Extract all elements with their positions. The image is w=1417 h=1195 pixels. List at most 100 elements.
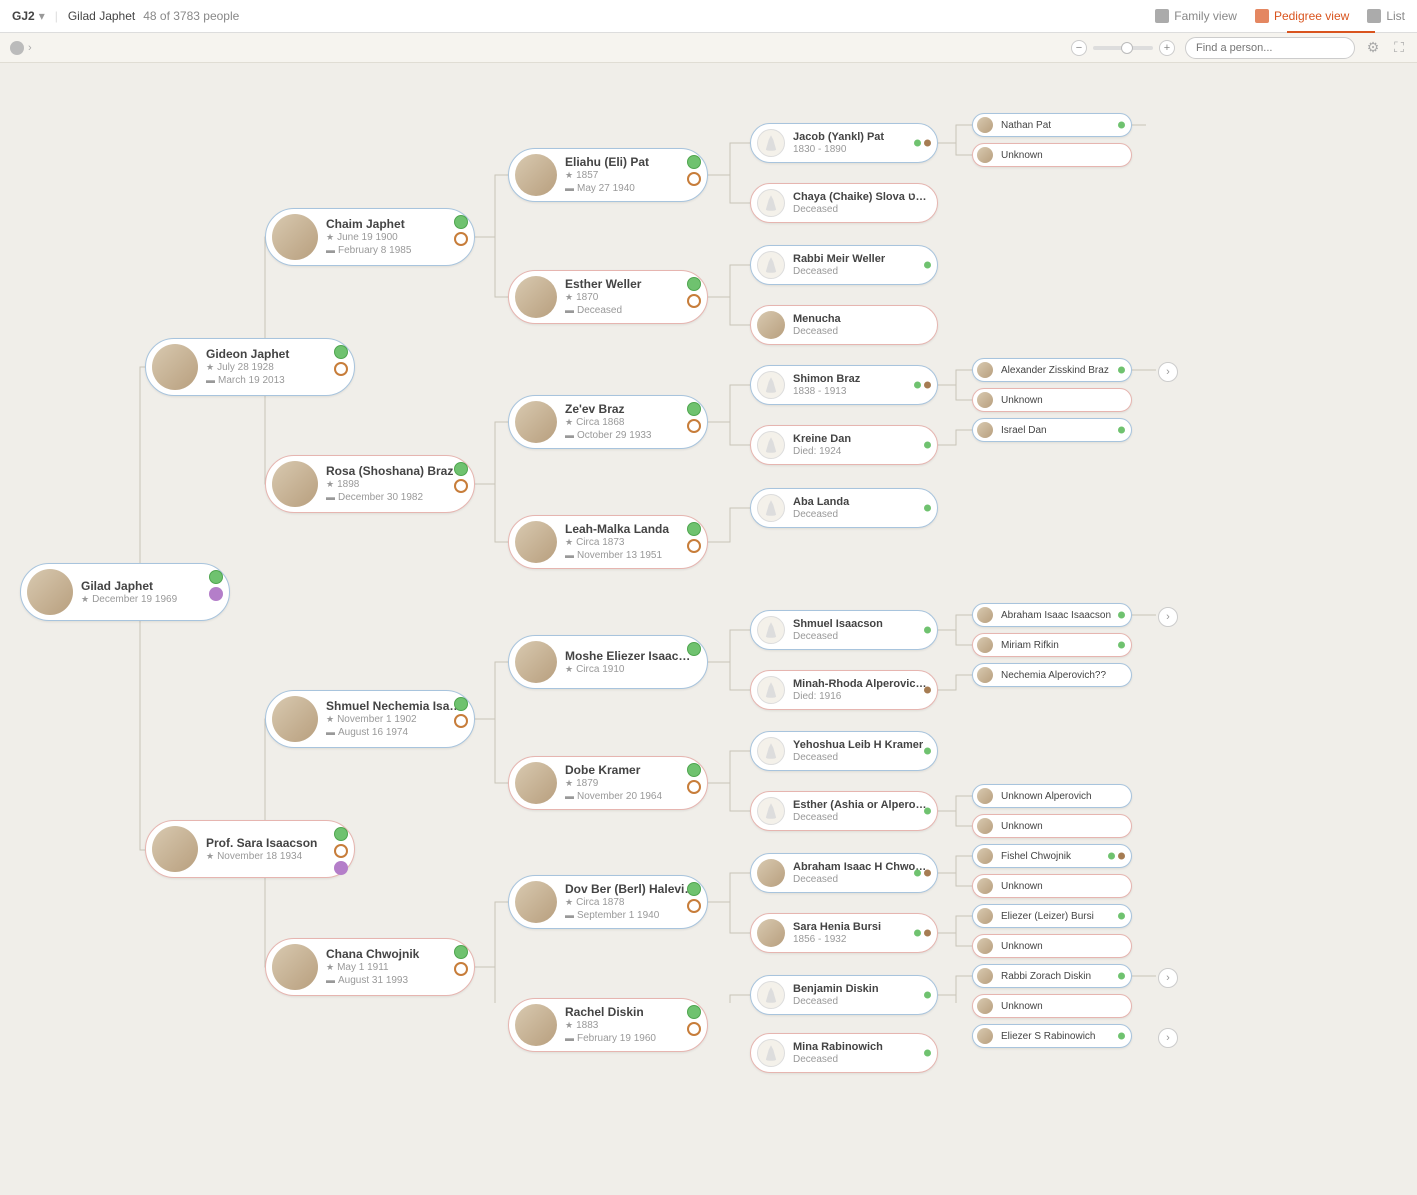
person-card-saraH[interactable]: Sara Henia Bursi1856 - 1932 — [750, 913, 938, 953]
badge-o[interactable] — [454, 714, 468, 728]
badge-o[interactable] — [687, 899, 701, 913]
expand-ancestors-button[interactable]: › — [1158, 362, 1178, 382]
zoom-slider-knob[interactable] — [1121, 42, 1133, 54]
workspace-dropdown-icon[interactable]: ▾ — [39, 9, 45, 23]
person-card-rosa[interactable]: Rosa (Shoshana) Braz★1898▬December 30 19… — [265, 455, 475, 513]
person-card-unk6[interactable]: Unknown — [972, 994, 1132, 1018]
badge-o[interactable] — [687, 780, 701, 794]
person-card-sara[interactable]: Prof. Sara Isaacson★November 18 1934 — [145, 820, 355, 878]
person-card-yeho[interactable]: Yehoshua Leib H KramerDeceased — [750, 731, 938, 771]
zoom-out-button[interactable]: − — [1071, 40, 1087, 56]
badge-g[interactable] — [454, 697, 468, 711]
workspace-label[interactable]: GJ2 — [12, 9, 35, 23]
person-card-unkA[interactable]: Unknown Alperovich — [972, 784, 1132, 808]
person-card-moshe[interactable]: Moshe Eliezer Isaacson★Circa 1910 — [508, 635, 708, 689]
search-input[interactable] — [1185, 37, 1355, 59]
person-card-rachel[interactable]: Rachel Diskin★1883▬February 19 1960 — [508, 998, 708, 1052]
badge-g[interactable] — [687, 522, 701, 536]
person-card-abrI[interactable]: Abraham Isaac Isaacson — [972, 603, 1132, 627]
person-card-benj[interactable]: Benjamin DiskinDeceased — [750, 975, 938, 1015]
badge-g[interactable] — [454, 215, 468, 229]
person-card-menucha[interactable]: MenuchaDeceased — [750, 305, 938, 345]
person-card-chana[interactable]: Chana Chwojnik★May 1 1911▬August 31 1993 — [265, 938, 475, 996]
person-card-shimon[interactable]: Shimon Braz1838 - 1913 — [750, 365, 938, 405]
person-card-unk4[interactable]: Unknown — [972, 874, 1132, 898]
badge-o[interactable] — [687, 294, 701, 308]
expand-ancestors-button[interactable]: › — [1158, 1028, 1178, 1048]
avatar — [515, 1004, 557, 1046]
person-card-fishel[interactable]: Fishel Chwojnik — [972, 844, 1132, 868]
person-card-unk3[interactable]: Unknown — [972, 814, 1132, 838]
person-nav-icon[interactable] — [10, 41, 24, 55]
person-card-leah[interactable]: Leah-Malka Landa★Circa 1873▬November 13 … — [508, 515, 708, 569]
person-card-zeev[interactable]: Ze'ev Braz★Circa 1868▬October 29 1933 — [508, 395, 708, 449]
person-card-shmuel[interactable]: Shmuel Nechemia Isaacson★November 1 1902… — [265, 690, 475, 748]
badge-o[interactable] — [454, 479, 468, 493]
person-card-jacob[interactable]: Jacob (Yankl) Pat1830 - 1890 — [750, 123, 938, 163]
pedigree-canvas[interactable]: Gilad Japhet★December 19 1969 Gideon Japh… — [0, 63, 1180, 1003]
badge-g[interactable] — [687, 882, 701, 896]
badge-o[interactable] — [454, 232, 468, 246]
person-card-esther[interactable]: Esther Weller★1870▬Deceased — [508, 270, 708, 324]
badge-p[interactable] — [334, 861, 348, 875]
person-card-gideon[interactable]: Gideon Japhet★July 28 1928▬March 19 2013 — [145, 338, 355, 396]
chevron-right-icon[interactable]: › — [28, 42, 32, 54]
person-card-dov[interactable]: Dov Ber (Berl) Halevi Chwojnik★Circa 187… — [508, 875, 708, 929]
person-card-mina[interactable]: Mina RabinowichDeceased — [750, 1033, 938, 1073]
person-card-abrahamC[interactable]: Abraham Isaac H ChwojnikDeceased — [750, 853, 938, 893]
person-name: Prof. Sara Isaacson — [206, 836, 344, 850]
badge-o[interactable] — [687, 172, 701, 186]
badge-g[interactable] — [454, 945, 468, 959]
person-card-nech[interactable]: Nechemia Alperovich?? — [972, 663, 1132, 687]
zoom-in-button[interactable]: + — [1159, 40, 1175, 56]
person-card-unk1[interactable]: Unknown — [972, 143, 1132, 167]
expand-ancestors-button[interactable]: › — [1158, 968, 1178, 988]
zoom-slider[interactable] — [1093, 46, 1153, 50]
date-range: Deceased — [793, 630, 927, 643]
focus-person-name[interactable]: Gilad Japhet — [68, 9, 135, 23]
badge-o[interactable] — [334, 362, 348, 376]
person-card-eliezerR[interactable]: Eliezer S Rabinowich — [972, 1024, 1132, 1048]
person-card-miriam[interactable]: Miriam Rifkin — [972, 633, 1132, 657]
person-card-shmueli[interactable]: Shmuel IsaacsonDeceased — [750, 610, 938, 650]
person-card-alex[interactable]: Alexander Zisskind Braz — [972, 358, 1132, 382]
person-card-dobe[interactable]: Dobe Kramer★1879▬November 20 1964 — [508, 756, 708, 810]
badge-g[interactable] — [334, 345, 348, 359]
person-card-chaya[interactable]: Chaya (Chaike) Slova פאטDeceased — [750, 183, 938, 223]
badge-o[interactable] — [687, 419, 701, 433]
badge-g[interactable] — [687, 642, 701, 656]
badge-g[interactable] — [687, 763, 701, 777]
person-card-minah[interactable]: Minah-Rhoda Alperovich??Died: 1916 — [750, 670, 938, 710]
person-card-aba[interactable]: Aba LandaDeceased — [750, 488, 938, 528]
badge-o[interactable] — [334, 844, 348, 858]
pedigree-view-button[interactable]: Pedigree view — [1255, 9, 1349, 23]
person-card-unk5[interactable]: Unknown — [972, 934, 1132, 958]
person-card-gilad[interactable]: Gilad Japhet★December 19 1969 — [20, 563, 230, 621]
person-card-israel[interactable]: Israel Dan — [972, 418, 1132, 442]
person-card-eli[interactable]: Eliahu (Eli) Pat★1857▬May 27 1940 — [508, 148, 708, 202]
badge-g[interactable] — [687, 155, 701, 169]
person-card-nathan[interactable]: Nathan Pat — [972, 113, 1132, 137]
badge-g[interactable] — [334, 827, 348, 841]
person-card-unk2[interactable]: Unknown — [972, 388, 1132, 412]
person-card-estherA[interactable]: Esther (Ashia or AlperovichDeceased — [750, 791, 938, 831]
badge-o[interactable] — [687, 539, 701, 553]
person-card-zorach[interactable]: Rabbi Zorach Diskin — [972, 964, 1132, 988]
family-view-button[interactable]: Family view — [1155, 9, 1237, 23]
person-card-kreine[interactable]: Kreine DanDied: 1924 — [750, 425, 938, 465]
settings-icon[interactable]: ⚙ — [1365, 40, 1381, 56]
person-card-chaim[interactable]: Chaim Japhet★June 19 1900▬February 8 198… — [265, 208, 475, 266]
badge-o[interactable] — [687, 1022, 701, 1036]
badge-o[interactable] — [454, 962, 468, 976]
expand-ancestors-button[interactable]: › — [1158, 607, 1178, 627]
badge-g[interactable] — [454, 462, 468, 476]
list-view-button[interactable]: List — [1367, 9, 1405, 23]
fullscreen-icon[interactable]: ⛶ — [1391, 40, 1407, 56]
badge-g[interactable] — [687, 277, 701, 291]
badge-g[interactable] — [687, 402, 701, 416]
person-card-eliezer[interactable]: Eliezer (Leizer) Bursi — [972, 904, 1132, 928]
badge-g[interactable] — [209, 570, 223, 584]
badge-p[interactable] — [209, 587, 223, 601]
person-card-meir[interactable]: Rabbi Meir WellerDeceased — [750, 245, 938, 285]
badge-g[interactable] — [687, 1005, 701, 1019]
